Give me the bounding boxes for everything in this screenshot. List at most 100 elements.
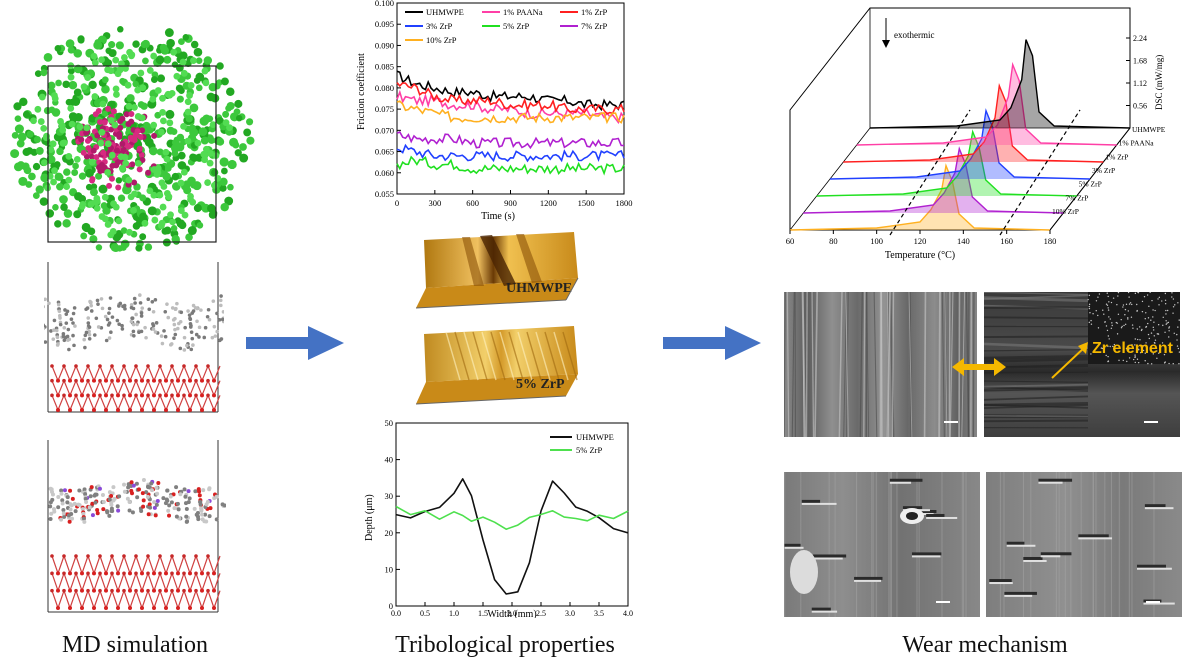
atom — [176, 378, 180, 383]
atom — [146, 554, 150, 558]
bond — [69, 395, 77, 411]
texture-line — [891, 292, 895, 437]
eds-dot — [1134, 338, 1136, 340]
atom — [92, 588, 96, 593]
atom — [114, 70, 122, 78]
eds-dot — [1088, 305, 1090, 308]
bond — [105, 395, 113, 411]
atom — [200, 408, 204, 412]
atom — [188, 606, 192, 610]
atom — [165, 488, 170, 493]
atom — [117, 322, 121, 327]
series-line-5 — [396, 130, 624, 150]
md-lower-interface — [47, 440, 226, 613]
atom — [81, 222, 91, 232]
eds-dot — [1145, 342, 1147, 344]
atom — [97, 168, 104, 175]
atom — [115, 318, 120, 323]
atom — [134, 159, 142, 167]
atom — [195, 84, 203, 92]
atom — [50, 393, 54, 398]
atom — [167, 503, 172, 508]
atom — [62, 554, 66, 558]
atom — [91, 93, 99, 100]
atom — [140, 606, 144, 610]
atom — [83, 158, 91, 166]
atom — [158, 554, 162, 558]
atom — [30, 117, 37, 125]
atom — [140, 40, 148, 49]
streak — [499, 331, 515, 381]
atom — [166, 508, 171, 513]
atom — [74, 378, 78, 383]
atom — [152, 393, 156, 398]
atom — [122, 393, 126, 398]
atom — [173, 327, 177, 332]
atom — [67, 337, 72, 342]
crack — [902, 506, 923, 510]
atom — [164, 408, 168, 412]
series-label: 7% ZrP — [1065, 193, 1088, 202]
atom — [183, 494, 188, 499]
atom — [169, 500, 174, 505]
atom — [82, 487, 87, 492]
atom — [65, 39, 75, 48]
streak — [445, 331, 461, 381]
bond — [111, 395, 119, 411]
atom — [62, 571, 66, 576]
eds-dot — [1171, 296, 1173, 298]
atom — [184, 507, 189, 512]
bond — [153, 395, 161, 411]
atom — [62, 393, 66, 398]
atom — [170, 554, 174, 558]
atom — [152, 505, 157, 510]
z-tick-label: 2.24 — [1133, 34, 1147, 43]
atom — [89, 235, 98, 244]
atom — [139, 84, 147, 92]
x-tick-label: 0.5 — [420, 609, 430, 618]
eds-dot — [1169, 351, 1172, 354]
eds-dot — [1163, 362, 1166, 364]
bond — [63, 555, 71, 574]
z-tick-label: 1.68 — [1133, 57, 1147, 66]
atom — [164, 165, 172, 172]
bond — [99, 380, 107, 396]
atom — [160, 117, 167, 125]
atom — [170, 378, 174, 383]
bond — [111, 380, 119, 396]
atom — [113, 91, 120, 98]
atom — [86, 393, 90, 398]
atom — [182, 348, 187, 352]
atom — [128, 378, 132, 383]
eds-dot — [1151, 299, 1153, 302]
x-tick-label: 900 — [504, 198, 517, 208]
atom — [54, 328, 59, 333]
atom — [206, 307, 211, 312]
atom — [105, 317, 110, 322]
x-tick-label: 1200 — [540, 198, 557, 208]
legend-label: UHMWPE — [576, 432, 614, 442]
atom — [81, 511, 86, 516]
atom — [164, 497, 169, 502]
atom — [115, 41, 124, 50]
atom — [61, 508, 66, 513]
eds-dot — [1128, 303, 1131, 305]
atom — [80, 588, 84, 593]
atom — [83, 129, 90, 136]
bond — [105, 365, 113, 381]
atom — [60, 501, 65, 506]
x-tick-labels: 0 300 600 900 1200 1500 1800 — [395, 190, 633, 208]
crack-edge — [1143, 602, 1175, 605]
atom — [97, 486, 102, 491]
atom — [63, 168, 71, 176]
atom — [58, 322, 63, 327]
bond — [207, 590, 215, 609]
atom — [134, 571, 138, 576]
eds-dot — [1132, 358, 1135, 361]
atom — [219, 337, 224, 341]
atom — [107, 321, 112, 325]
atom — [110, 108, 117, 115]
atom — [246, 118, 254, 126]
atom — [59, 126, 67, 134]
atom — [50, 588, 54, 593]
